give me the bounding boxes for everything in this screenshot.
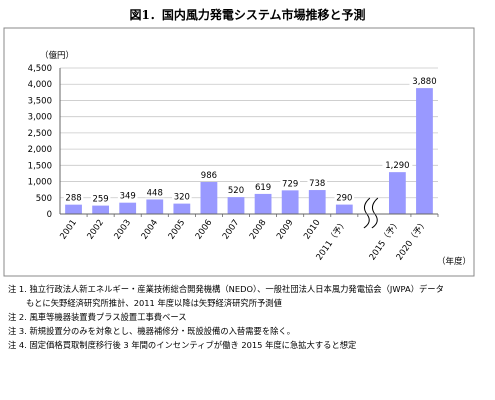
data-label: 290 xyxy=(336,194,352,204)
x-tick-label: 2006 xyxy=(194,218,215,241)
data-label: 986 xyxy=(201,171,217,181)
bar xyxy=(308,190,326,214)
data-label: 729 xyxy=(282,179,298,189)
x-tick-label: 2009 xyxy=(275,218,296,241)
bar-chart: 0 500 1,000 1,500 2,000 2,500 3,000 3,500 4,000 4… xyxy=(3,27,475,277)
bar xyxy=(227,197,245,214)
chart-title: 図1．国内風力発電システム市場推移と予測 xyxy=(129,8,366,22)
note-2: 注 2. 風車等機器装置費プラス設置工事費ベース xyxy=(8,312,187,322)
axis-break-mark xyxy=(371,197,379,229)
y-tick-label: 2,500 xyxy=(28,129,52,139)
y-tick-label: 1,000 xyxy=(28,178,52,188)
bar xyxy=(119,202,137,214)
data-label-bg xyxy=(280,178,300,189)
x-tick-label: 2002 xyxy=(85,218,106,241)
note-1: 注 1. 独立行政法人新エネルギー・産業技術総合開発機構（NEDO）、一般社団法… xyxy=(8,284,444,294)
bar xyxy=(254,193,272,214)
bar xyxy=(335,204,353,214)
axis-break-mark xyxy=(363,197,371,229)
y-tick-label: 1,500 xyxy=(28,161,52,171)
x-tick-label: 2005 xyxy=(167,218,188,241)
x-tick-label: 2004 xyxy=(140,218,161,241)
bars xyxy=(65,88,433,214)
chart-border xyxy=(3,27,475,277)
x-tick-label: 2003 xyxy=(113,218,134,241)
data-label: 259 xyxy=(92,195,108,205)
data-label: 320 xyxy=(174,193,190,203)
bar xyxy=(281,190,299,214)
data-label: 349 xyxy=(120,192,136,202)
data-label-bg xyxy=(199,170,219,181)
bar xyxy=(200,182,218,214)
x-tick-label: 2007 xyxy=(221,218,242,241)
y-tick-label: 4,000 xyxy=(28,80,52,90)
data-label-bg xyxy=(63,192,84,203)
grid-lines xyxy=(60,67,438,199)
x-tick-label: 2008 xyxy=(248,218,269,241)
notes-section: 注 1. 独立行政法人新エネルギー・産業技術総合開発機構（NEDO）、一般社団法… xyxy=(8,282,492,352)
axes xyxy=(59,68,439,217)
bar xyxy=(65,204,82,214)
bar xyxy=(388,172,406,214)
data-label: 448 xyxy=(147,188,163,198)
x-axis-label: （年度） xyxy=(437,256,471,267)
data-label-bg xyxy=(334,192,355,203)
y-tick-label: 4,500 xyxy=(28,64,52,74)
bar xyxy=(173,203,191,214)
data-label-bg xyxy=(307,178,328,189)
x-tick-label: 2001 xyxy=(58,218,79,241)
y-tick-label: 2,000 xyxy=(28,145,52,155)
data-label-bg xyxy=(382,160,413,171)
data-label: 1,290 xyxy=(385,161,409,171)
labels: 0 500 1,000 1,500 2,000 2,500 3,000 3,500 4,000 4… xyxy=(28,64,440,262)
data-label-bg xyxy=(144,187,165,198)
y-unit-label: （億円） xyxy=(40,50,74,61)
y-tick-label: 500 xyxy=(36,194,52,204)
bar xyxy=(416,88,433,214)
note-4: 注 4. 固定価格買取制度移行後 3 年間のインセンティブが働き 2015 年度… xyxy=(8,340,357,350)
data-label-bg xyxy=(253,181,273,192)
data-label-bg xyxy=(226,185,246,196)
data-label: 619 xyxy=(255,183,271,193)
data-label: 288 xyxy=(65,194,81,204)
note-1-continued: もとに矢野経済研究所推計、2011 年度以降は矢野経済研究所予測値 xyxy=(26,298,282,308)
data-label: 738 xyxy=(309,179,325,189)
data-label-bg xyxy=(172,191,192,202)
data-label: 3,880 xyxy=(412,77,436,87)
data-label: 520 xyxy=(228,186,244,196)
bar xyxy=(146,199,164,214)
x-tick-label: 2010 xyxy=(302,218,323,241)
axis-break xyxy=(363,197,379,229)
bar xyxy=(92,205,110,214)
data-label-bg xyxy=(90,193,111,204)
data-label-bg xyxy=(117,190,138,201)
y-tick-label: 3,500 xyxy=(28,96,52,106)
y-tick-label: 0 xyxy=(47,210,52,220)
note-3: 注 3. 新規設置分のみを対象とし、機器補修分・既設設備の入替需要を除く。 xyxy=(8,326,296,336)
y-tick-label: 3,000 xyxy=(28,113,52,123)
data-label-bg xyxy=(409,76,440,87)
